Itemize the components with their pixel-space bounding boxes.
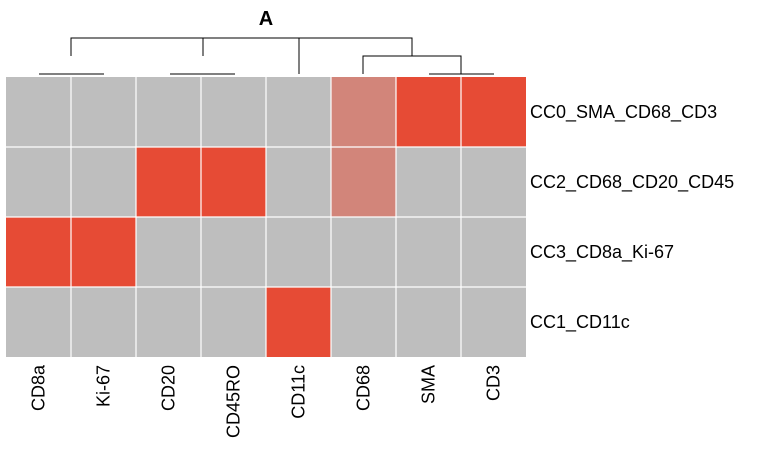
heatmap-cell-cc3-cd8a-ki-67-cd45ro <box>201 217 266 287</box>
column-label-cd11c: CD11c <box>289 365 309 419</box>
heatmap-cell-cc2-cd68-cd20-cd45-cd20 <box>136 147 201 217</box>
heatmap-cell-cc1-cd11c-cd20 <box>136 287 201 357</box>
heatmap-cells <box>6 77 526 357</box>
column-label-sma: SMA <box>419 365 439 404</box>
heatmap-cell-cc1-cd11c-cd45ro <box>201 287 266 357</box>
heatmap-cell-cc2-cd68-cd20-cd45-cd11c <box>266 147 331 217</box>
heatmap-cell-cc1-cd11c-cd3 <box>461 287 526 357</box>
heatmap-cell-cc0-sma-cd68-cd3-cd8a <box>6 77 71 147</box>
heatmap-cell-cc2-cd68-cd20-cd45-cd45ro <box>201 147 266 217</box>
column-label-ki-67: Ki-67 <box>94 365 114 407</box>
row-label-cc2-cd68-cd20-cd45: CC2_CD68_CD20_CD45 <box>530 172 734 193</box>
heatmap-cell-cc0-sma-cd68-cd3-ki-67 <box>71 77 136 147</box>
row-label-cc3-cd8a-ki-67: CC3_CD8a_Ki-67 <box>530 242 674 263</box>
column-label-cd45ro: CD45RO <box>224 365 244 438</box>
heatmap-gridlines <box>6 77 526 357</box>
heatmap-cell-cc1-cd11c-sma <box>396 287 461 357</box>
heatmap-cell-cc2-cd68-cd20-cd45-cd68 <box>331 147 396 217</box>
heatmap-cell-cc2-cd68-cd20-cd45-sma <box>396 147 461 217</box>
heatmap-cell-cc0-sma-cd68-cd3-cd3 <box>461 77 526 147</box>
heatmap-cell-cc3-cd8a-ki-67-cd3 <box>461 217 526 287</box>
dendrogram-branch-cd68-smacd3 <box>362 55 462 74</box>
heatmap-cell-cc3-cd8a-ki-67-cd11c <box>266 217 331 287</box>
heatmap-cell-cc0-sma-cd68-cd3-cd45ro <box>201 77 266 147</box>
heatmap-cell-cc3-cd8a-ki-67-cd68 <box>331 217 396 287</box>
row-label-cc1-cd11c: CC1_CD11c <box>530 312 630 333</box>
column-dendrogram <box>39 37 494 75</box>
heatmap-cell-cc1-cd11c-cd68 <box>331 287 396 357</box>
dendrogram-branch-root <box>70 37 413 56</box>
heatmap-cell-cc3-cd8a-ki-67-cd8a <box>6 217 71 287</box>
heatmap-cell-cc2-cd68-cd20-cd45-cd3 <box>461 147 526 217</box>
column-label-cd68: CD68 <box>354 365 374 411</box>
heatmap-cell-cc2-cd68-cd20-cd45-cd8a <box>6 147 71 217</box>
heatmap-cell-cc0-sma-cd68-cd3-cd68 <box>331 77 396 147</box>
column-label-cd8a: CD8a <box>29 364 49 411</box>
heatmap-cell-cc3-cd8a-ki-67-sma <box>396 217 461 287</box>
heatmap-cell-cc0-sma-cd68-cd3-cd20 <box>136 77 201 147</box>
row-label-cc0-sma-cd68-cd3: CC0_SMA_CD68_CD3 <box>530 102 717 123</box>
heatmap-cell-cc1-cd11c-ki-67 <box>71 287 136 357</box>
heatmap-cell-cc1-cd11c-cd11c <box>266 287 331 357</box>
column-labels: CD8a Ki-67 CD20 CD45RO CD11c CD68 SMA CD3 <box>29 364 504 438</box>
row-labels: CC0_SMA_CD68_CD3 CC2_CD68_CD20_CD45 CC3_CD… <box>530 102 734 333</box>
heatmap-cell-cc3-cd8a-ki-67-cd20 <box>136 217 201 287</box>
column-label-cd20: CD20 <box>159 365 179 411</box>
heatmap-cell-cc2-cd68-cd20-cd45-ki-67 <box>71 147 136 217</box>
heatmap-cell-cc0-sma-cd68-cd3-cd11c <box>266 77 331 147</box>
column-label-cd3: CD3 <box>484 365 504 401</box>
heatmap-cell-cc1-cd11c-cd8a <box>6 287 71 357</box>
chart-title: A <box>259 8 273 30</box>
heatmap-cell-cc0-sma-cd68-cd3-sma <box>396 77 461 147</box>
heatmap-cell-cc3-cd8a-ki-67-ki-67 <box>71 217 136 287</box>
